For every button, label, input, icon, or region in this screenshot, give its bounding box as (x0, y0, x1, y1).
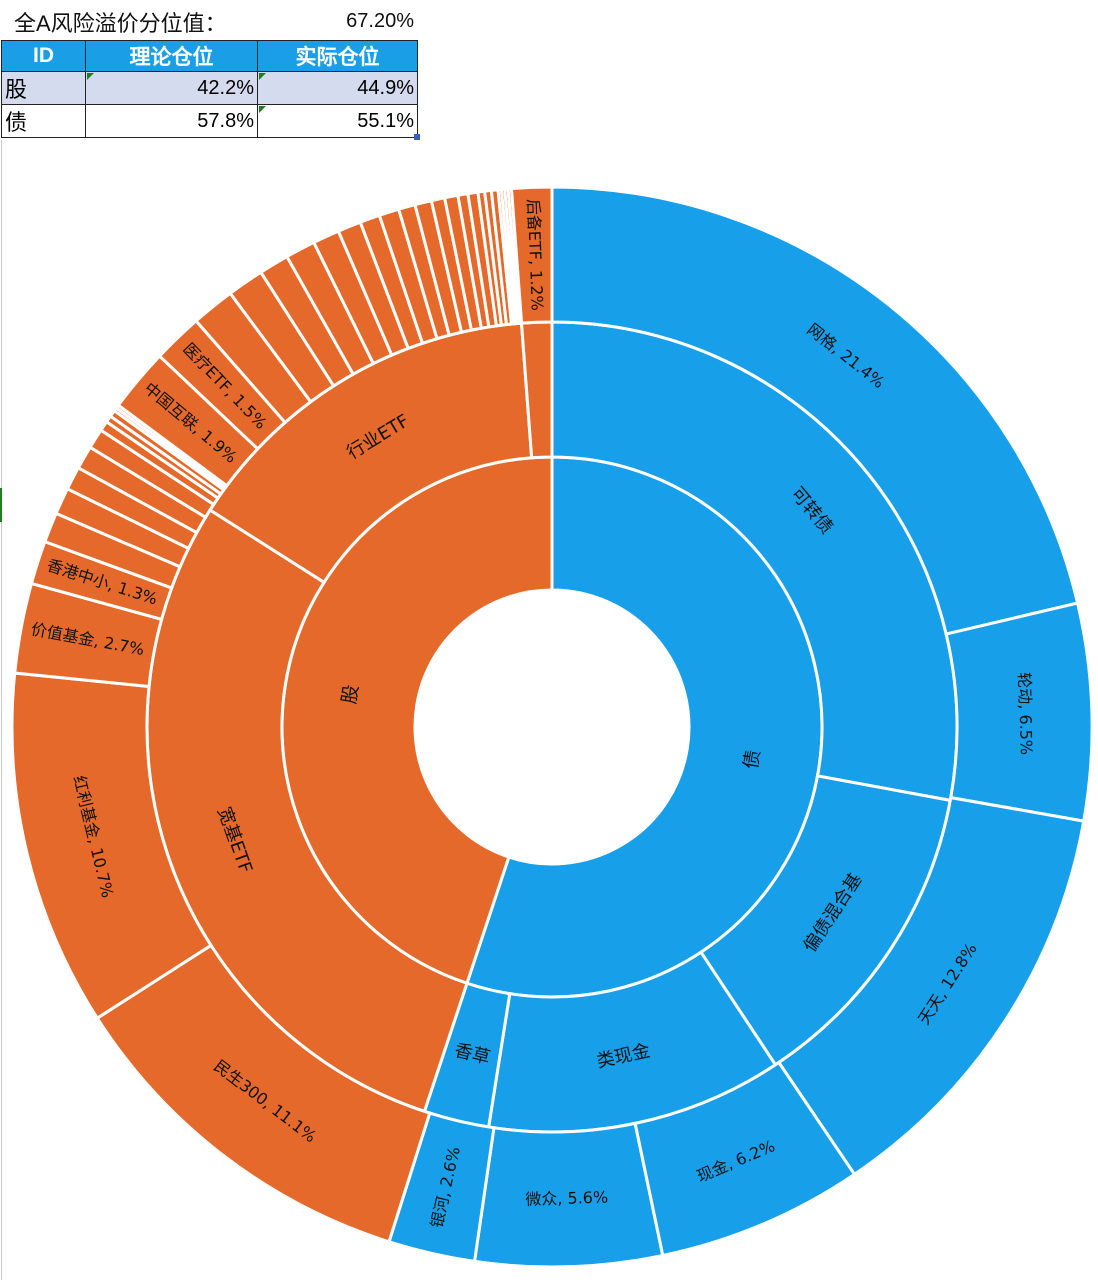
risk-premium-value[interactable]: 67.20% (346, 10, 414, 32)
actual-value: 55.1% (357, 109, 414, 132)
position-table: ID 理论仓位 实际仓位 股 42.2% 44.9% 债 57.8% 55.1% (1, 40, 420, 140)
sunburst-segment-outer[interactable] (509, 185, 554, 325)
table-row: 股 42.2% 44.9% (1, 71, 418, 105)
table-header-row: ID 理论仓位 实际仓位 (1, 40, 418, 72)
actual-value: 44.9% (357, 76, 414, 99)
column-header-actual[interactable]: 实际仓位 (257, 40, 418, 72)
comment-flag-icon (259, 73, 266, 80)
comment-flag-icon (259, 106, 266, 113)
actual-cell[interactable]: 55.1% (257, 104, 420, 140)
column-header-id[interactable]: ID (1, 40, 86, 72)
actual-cell[interactable]: 44.9% (257, 71, 418, 105)
sheet-gridline (1, 140, 2, 1280)
segment-label-股: 股 (338, 683, 363, 705)
segment-label-债: 债 (740, 748, 765, 770)
table-row: 债 57.8% 55.1% (1, 104, 420, 140)
row-id-cell[interactable]: 股 (1, 71, 86, 105)
theoretical-value: 42.2% (197, 76, 254, 99)
risk-premium-label: 全A风险溢价分位值： (14, 11, 227, 36)
fill-handle-icon[interactable] (414, 134, 420, 140)
comment-flag-icon (87, 73, 94, 80)
segment-label-后备etf: 后备ETF, 1.2% (524, 199, 547, 312)
cell-marker (0, 488, 2, 522)
risk-premium-row: 全A风险溢价分位值： 67.20% (0, 0, 420, 40)
theoretical-cell[interactable]: 57.8% (85, 104, 258, 138)
segment-label-微众: 微众, 5.6% (525, 1187, 608, 1209)
theoretical-value: 57.8% (197, 109, 254, 132)
row-id-cell[interactable]: 债 (1, 104, 86, 138)
theoretical-cell[interactable]: 42.2% (85, 71, 258, 105)
sunburst-segment-outer[interactable] (550, 185, 1080, 636)
segment-label-轮动: 轮动, 6.5% (1015, 672, 1036, 755)
